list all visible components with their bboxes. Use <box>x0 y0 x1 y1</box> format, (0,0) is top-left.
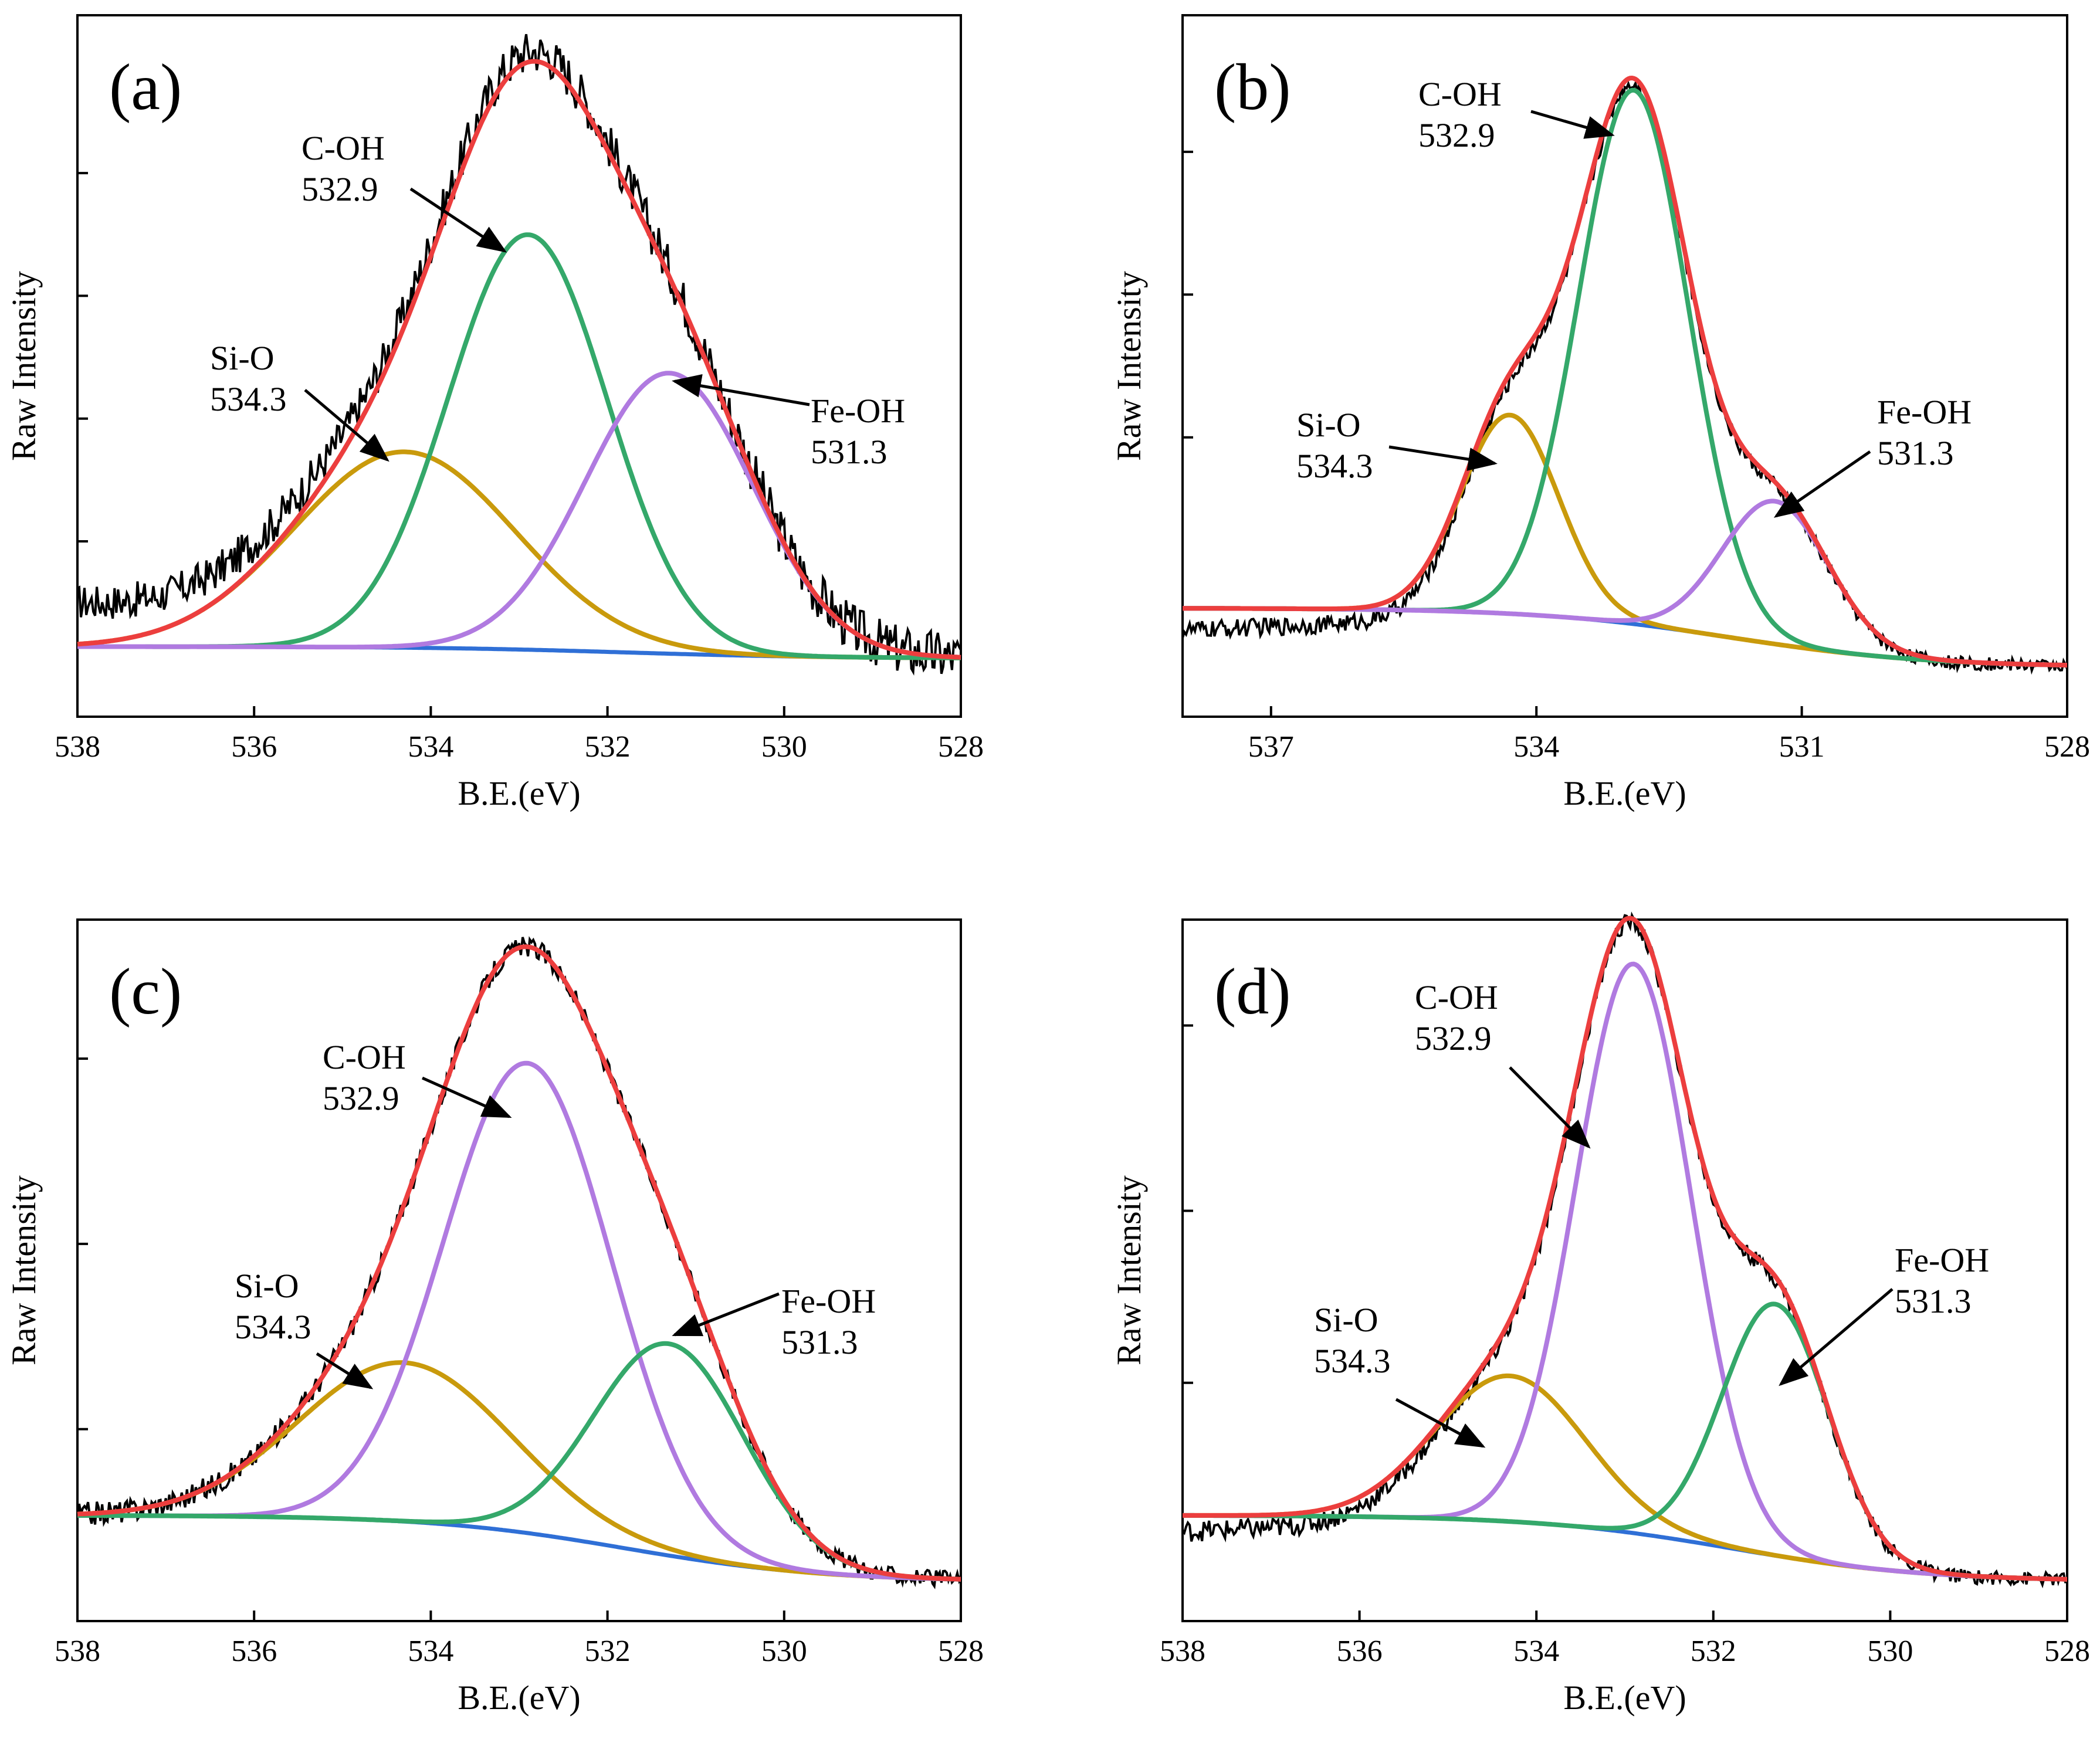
annotation-arrow <box>1509 1066 1591 1149</box>
annotation-c-oh: C-OH <box>1415 978 1498 1016</box>
annotation-si-o: Si-O <box>210 339 275 377</box>
series-si-o <box>1183 1373 2067 1582</box>
x-tick-label: 538 <box>55 1635 100 1668</box>
x-tick-label: 532 <box>585 730 631 764</box>
annotation-si-o: Si-O <box>235 1267 299 1305</box>
panel-label: (d) <box>1214 955 1291 1028</box>
x-tick-label: 528 <box>938 730 984 764</box>
x-tick-label: 528 <box>2044 1635 2090 1668</box>
x-tick-label: 534 <box>408 730 453 764</box>
x-axis-title: B.E.(eV) <box>458 1679 580 1717</box>
annotation-fe-oh: Fe-OH <box>781 1282 876 1320</box>
annotation-value: 534.3 <box>210 380 287 418</box>
plot-frame <box>1181 14 2068 718</box>
annotation-value: 534.3 <box>1296 447 1373 485</box>
annotation-arrow <box>421 1076 512 1118</box>
annotation-arrow <box>1530 110 1615 139</box>
panel-d: 538 536 534 532 530 528 B.E.(eV) Raw Intensity (… <box>1110 911 2090 1717</box>
plot-frame <box>76 918 962 1622</box>
x-tick-label: 530 <box>761 1635 807 1668</box>
annotation-arrow <box>316 1352 374 1389</box>
y-axis-title: Raw Intensity <box>5 271 43 461</box>
series-fe-oh <box>77 1341 961 1582</box>
x-tick-label: 531 <box>1779 730 1825 764</box>
annotation-c-oh: C-OH <box>1418 75 1502 113</box>
annotation-si-o: Si-O <box>1296 406 1361 444</box>
annotation-value: 532.9 <box>323 1079 399 1117</box>
annotation-c-oh: C-OH <box>323 1038 406 1076</box>
series-envelope <box>1183 916 2067 1582</box>
y-axis-title: Raw Intensity <box>5 1175 43 1365</box>
annotation-value: 534.3 <box>235 1308 311 1346</box>
annotation-arrow <box>409 187 507 253</box>
x-tick-label: 532 <box>1691 1635 1736 1668</box>
x-tick-label: 536 <box>231 1635 277 1668</box>
annotation-fe-oh: Fe-OH <box>1895 1241 1989 1279</box>
annotation-value: 531.3 <box>1877 434 1954 472</box>
annotation-value: 531.3 <box>781 1323 858 1361</box>
x-tick-label: 538 <box>1160 1635 1205 1668</box>
x-tick-label: 534 <box>1513 1635 1559 1668</box>
x-tick-label: 534 <box>408 1635 453 1668</box>
x-axis-title: B.E.(eV) <box>458 774 580 812</box>
y-axis-title: Raw Intensity <box>1110 271 1148 461</box>
annotation-value: 531.3 <box>1895 1282 1972 1320</box>
x-tick-label: 534 <box>1513 730 1559 764</box>
x-tick-label: 538 <box>55 730 100 764</box>
annotation-value: 534.3 <box>1314 1342 1391 1380</box>
series-envelope <box>1183 75 2067 668</box>
y-axis-title: Raw Intensity <box>1110 1175 1148 1365</box>
x-tick-label: 528 <box>2044 730 2090 764</box>
annotation-arrow <box>1388 445 1498 471</box>
annotation-arrow <box>1395 1398 1486 1448</box>
x-tick-label: 530 <box>1867 1635 1913 1668</box>
plot-frame <box>76 14 962 718</box>
series-si-o <box>77 449 961 660</box>
panel-c: 538 536 534 532 530 528 B.E.(eV) Raw Intensity (… <box>5 918 984 1717</box>
x-tick-label: 532 <box>585 1635 631 1668</box>
panel-a: 538 536 534 532 530 528 B.E.(eV) Raw Intensity (… <box>5 14 984 812</box>
annotation-value: 531.3 <box>811 433 888 471</box>
panel-b: 537 534 531 528 B.E.(eV) Raw Intensity (b) C-OH… <box>1110 14 2090 812</box>
annotation-value: 532.9 <box>302 170 378 208</box>
annotation-arrow <box>672 374 810 406</box>
series-envelope <box>77 59 961 660</box>
annotation-arrow <box>672 1292 780 1337</box>
annotation-fe-oh: Fe-OH <box>811 392 905 430</box>
annotation-arrow <box>1779 1288 1894 1386</box>
x-tick-label: 536 <box>1337 1635 1383 1668</box>
annotation-value: 532.9 <box>1415 1019 1492 1057</box>
annotation-arrow <box>1773 450 1871 518</box>
series-envelope <box>77 944 961 1582</box>
series-fe-oh <box>1183 499 2067 668</box>
x-tick-label: 528 <box>938 1635 984 1668</box>
x-tick-label: 537 <box>1248 730 1294 764</box>
annotation-si-o: Si-O <box>1314 1301 1378 1339</box>
series-raw-data <box>1181 79 2068 675</box>
series-si-o <box>77 1360 961 1582</box>
x-axis-title: B.E.(eV) <box>1563 1679 1686 1717</box>
annotation-c-oh: C-OH <box>302 129 385 167</box>
x-axis-title: B.E.(eV) <box>1563 774 1686 812</box>
panel-label: (c) <box>109 955 182 1028</box>
x-tick-label: 536 <box>231 730 277 764</box>
annotation-fe-oh: Fe-OH <box>1877 393 1972 431</box>
annotation-value: 532.9 <box>1418 116 1495 154</box>
panel-label: (a) <box>109 51 182 124</box>
series-background <box>77 1513 961 1582</box>
x-tick-label: 530 <box>761 730 807 764</box>
panel-label: (b) <box>1214 51 1291 124</box>
series-c-oh <box>1183 87 2067 668</box>
series-raw-data <box>1181 911 2068 1589</box>
annotation-arrow <box>304 389 389 462</box>
